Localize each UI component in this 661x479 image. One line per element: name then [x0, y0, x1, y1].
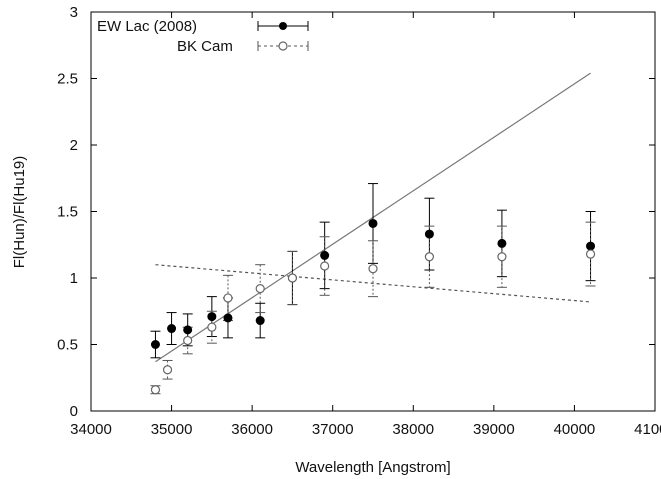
data-point-bk-cam [223, 293, 233, 303]
data-point-ew-lac [183, 325, 193, 335]
data-point-bk-cam [183, 335, 193, 346]
data-point-bk-cam [585, 249, 596, 259]
y-tick-label: 0.5 [57, 337, 78, 354]
y-tick-label: 2.5 [57, 71, 78, 88]
legend: EW Lac (2008) BK Cam [97, 18, 309, 55]
data-point-ew-lac [150, 340, 160, 349]
x-tick-label: 38000 [392, 421, 434, 438]
legend-marker-bk-cam [278, 41, 288, 51]
data-point-ew-lac [368, 218, 378, 228]
y-tick-label: 1 [70, 270, 78, 287]
x-tick-label: 40000 [554, 421, 596, 438]
data-point-bk-cam [287, 273, 298, 283]
error-bars [150, 183, 596, 395]
legend-sample-bk-cam [257, 41, 309, 51]
legend-marker-ew-lac [279, 22, 287, 30]
x-tick-label: 36000 [231, 421, 273, 438]
x-tick-label: 34000 [70, 421, 112, 438]
y-tick-label: 3 [70, 4, 78, 21]
y-tick-label: 2 [70, 137, 78, 154]
legend-label-ew-lac: EW Lac (2008) [97, 18, 197, 35]
x-tick-label: 39000 [473, 421, 515, 438]
data-point-ew-lac [497, 238, 507, 248]
data-point-bk-cam [150, 385, 161, 395]
data-point-bk-cam [162, 365, 173, 375]
y-tick-label: 1.5 [57, 204, 78, 221]
x-tick-label: 35000 [151, 421, 193, 438]
data-point-bk-cam [207, 322, 217, 332]
data-point-ew-lac [207, 312, 217, 322]
data-point-bk-cam [320, 261, 330, 271]
axis-ticks: 34000 35000 36000 37000 38000 39000 40000 410 00… [57, 4, 661, 438]
data-point-bk-cam [497, 252, 507, 262]
data-point-bk-cam [255, 284, 265, 294]
x-axis-title: Wavelength [Angstrom] [295, 459, 450, 476]
y-axis-title: Fl(Hun)/Fl(Hu19) [11, 156, 28, 269]
data-point-bk-cam [368, 264, 378, 274]
data-points [150, 218, 596, 395]
data-point-ew-lac [167, 324, 177, 334]
data-point-ew-lac [223, 313, 233, 323]
data-point-ew-lac [586, 241, 596, 251]
data-point-bk-cam [424, 252, 434, 262]
legend-label-bk-cam: BK Cam [177, 38, 233, 55]
data-point-ew-lac [424, 229, 434, 239]
fit-line-bk-cam [155, 264, 591, 303]
data-point-ew-lac [320, 250, 330, 260]
y-tick-label: 0 [70, 403, 78, 420]
data-point-ew-lac [255, 316, 265, 326]
legend-sample-ew-lac [257, 21, 309, 31]
x-tick-label: 37000 [312, 421, 354, 438]
